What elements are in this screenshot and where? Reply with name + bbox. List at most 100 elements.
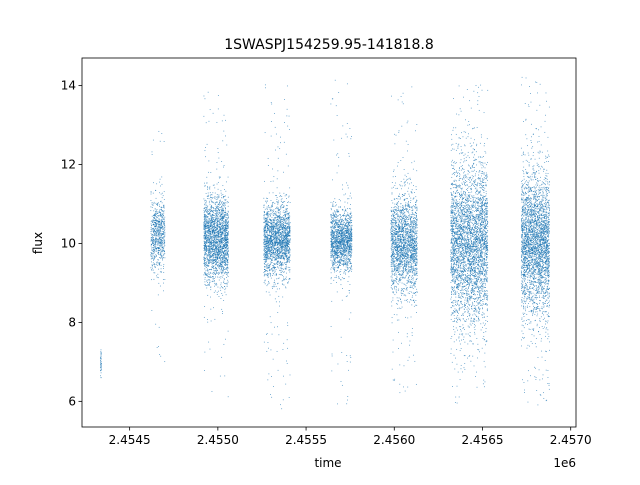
data-point <box>153 259 154 261</box>
data-point <box>211 256 213 258</box>
data-point <box>268 228 270 230</box>
data-point <box>216 223 218 225</box>
data-point <box>222 210 223 212</box>
data-point <box>160 207 162 208</box>
data-point <box>216 235 217 236</box>
data-point <box>288 279 290 281</box>
data-point <box>221 211 223 213</box>
data-point <box>207 225 209 227</box>
data-point <box>205 225 206 227</box>
data-point <box>219 252 220 254</box>
data-point <box>207 284 209 286</box>
data-point <box>275 212 277 214</box>
data-point <box>150 200 152 201</box>
data-point <box>153 247 155 249</box>
data-point <box>217 235 219 237</box>
data-point <box>226 201 228 202</box>
data-point <box>265 223 267 224</box>
data-point <box>280 229 282 230</box>
data-point <box>221 356 223 358</box>
data-point <box>162 258 163 260</box>
data-point <box>284 224 285 226</box>
data-point <box>270 218 272 220</box>
data-point <box>206 235 208 236</box>
data-point <box>227 262 229 263</box>
data-point <box>280 219 282 221</box>
data-point <box>207 321 209 323</box>
data-point <box>225 230 227 232</box>
data-point <box>221 197 222 199</box>
data-point <box>266 200 268 202</box>
data-point <box>285 216 286 217</box>
data-point <box>268 229 270 231</box>
data-point <box>226 229 228 231</box>
data-point <box>163 248 164 250</box>
data-point <box>163 221 165 223</box>
data-point <box>204 216 206 218</box>
data-point <box>271 259 272 261</box>
data-point <box>223 202 225 204</box>
data-point <box>227 330 229 332</box>
data-point <box>213 237 214 238</box>
data-point <box>263 215 265 216</box>
data-point <box>270 240 272 242</box>
data-point <box>282 202 284 204</box>
data-point <box>277 249 279 251</box>
data-point <box>211 248 213 250</box>
data-point <box>268 235 270 237</box>
data-point <box>278 209 279 211</box>
data-point <box>216 210 218 212</box>
data-point <box>268 282 270 284</box>
data-point <box>225 228 227 230</box>
data-point <box>287 214 289 216</box>
data-point <box>208 187 210 189</box>
data-point <box>282 220 283 222</box>
data-point <box>215 251 217 252</box>
data-point <box>204 203 205 205</box>
data-point <box>272 271 274 273</box>
data-point <box>152 220 154 221</box>
data-point <box>225 250 227 252</box>
data-point <box>289 251 291 253</box>
data-point <box>283 192 285 194</box>
data-point <box>220 208 222 210</box>
data-point <box>205 242 207 244</box>
data-point <box>217 206 219 207</box>
data-point <box>272 203 274 205</box>
data-point <box>221 265 223 267</box>
data-point <box>274 271 276 273</box>
data-point <box>210 211 212 212</box>
data-point <box>204 220 206 222</box>
data-point <box>213 254 215 255</box>
data-point <box>285 221 286 223</box>
data-point <box>159 225 161 227</box>
data-point <box>162 215 163 217</box>
data-point <box>209 244 211 246</box>
data-point <box>222 294 224 296</box>
data-point <box>225 237 227 239</box>
data-point <box>227 253 229 255</box>
data-point <box>215 203 216 205</box>
data-point <box>286 244 288 246</box>
data-point <box>288 258 290 260</box>
data-point <box>203 225 205 226</box>
data-point <box>161 233 163 235</box>
data-point <box>218 248 219 250</box>
data-point <box>221 240 222 242</box>
data-point <box>224 272 226 274</box>
data-point <box>268 226 270 227</box>
data-point <box>223 221 224 223</box>
data-point <box>217 212 219 213</box>
data-point <box>266 241 268 243</box>
data-point <box>152 269 154 271</box>
data-point <box>284 228 286 230</box>
data-point <box>161 252 163 254</box>
data-point <box>220 262 222 264</box>
data-point <box>286 248 288 249</box>
data-point <box>220 276 222 277</box>
data-point <box>213 291 215 293</box>
data-point <box>160 232 162 234</box>
data-point <box>217 188 219 190</box>
data-point <box>282 233 283 235</box>
data-point <box>210 251 212 253</box>
